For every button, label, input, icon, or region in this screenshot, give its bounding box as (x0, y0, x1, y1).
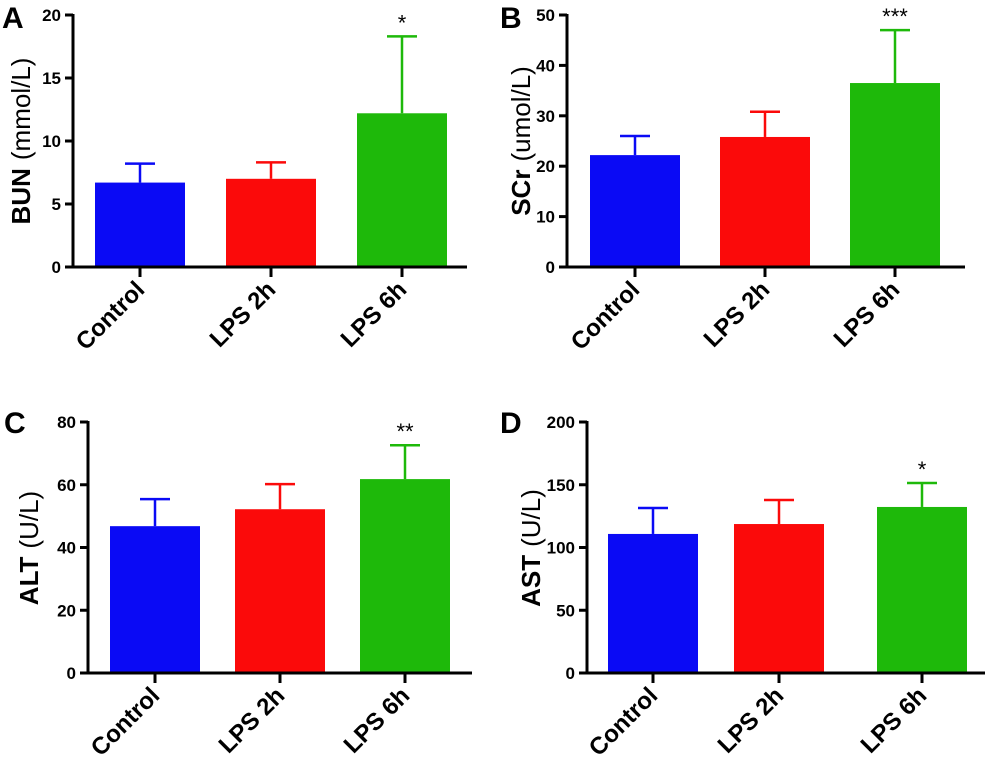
panel-D: D AST (U/L) Control LPS 2h * LPS 6h 0 50 100 150 20… (500, 407, 985, 762)
y-tick-label: 20 (42, 6, 61, 25)
x-tick-label: LPS 2h (205, 276, 282, 353)
y-axis-label: AST (U/L) (516, 489, 546, 607)
bar-lps-2h (720, 136, 810, 267)
y-tick-label: 0 (52, 258, 61, 277)
bar-lps-6h (360, 479, 450, 673)
y-axis-label: ALT (U/L) (14, 491, 44, 605)
y-tick-label: 150 (547, 476, 575, 495)
bar-lps-2h (734, 524, 824, 673)
panel-letter: C (4, 407, 26, 440)
significance-marker: ** (396, 419, 414, 444)
significance-marker: *** (882, 4, 908, 29)
y-tick-label: 0 (67, 664, 76, 683)
bar-lps-2h (226, 178, 316, 267)
y-axis-label-main: AST (516, 555, 546, 607)
y-tick-label: 0 (566, 664, 575, 683)
panel-letter: B (500, 2, 522, 35)
y-tick-label: 80 (57, 413, 76, 432)
x-tick-label: Control (566, 276, 645, 355)
y-axis-label: SCr (umol/L) (506, 66, 536, 216)
bar-lps-6h (850, 83, 940, 267)
x-tick-label: LPS 6h (336, 276, 413, 353)
y-tick-label: 5 (52, 195, 61, 214)
y-tick-label: 100 (547, 539, 575, 558)
bar-lps-6h (877, 506, 967, 673)
significance-marker: * (398, 10, 407, 35)
y-tick-label: 60 (57, 476, 76, 495)
bar-lps-6h (357, 113, 447, 267)
x-tick-label: LPS 2h (214, 682, 291, 759)
x-tick-label: LPS 6h (829, 276, 906, 353)
y-tick-label: 10 (536, 208, 555, 227)
panel-A: A BUN (mmol/L) Control LPS 2h * LPS 6h 0 5 10 15 20 (2, 2, 467, 356)
x-tick-label: LPS 6h (856, 682, 933, 759)
y-axis-label-unit: (umol/L) (506, 66, 536, 161)
y-axis-label-main: BUN (6, 168, 36, 224)
bar-control (608, 533, 698, 673)
x-tick-label: LPS 6h (339, 682, 416, 759)
bar-control (590, 155, 680, 267)
bar-lps-2h (235, 509, 325, 673)
y-axis-label: BUN (mmol/L) (6, 58, 36, 225)
y-tick-label: 40 (536, 56, 555, 75)
x-tick-label: LPS 2h (713, 682, 790, 759)
x-tick-label: Control (584, 682, 663, 761)
y-axis-label-main: ALT (14, 556, 44, 605)
significance-marker: * (918, 457, 927, 482)
y-axis-label-unit: (mmol/L) (6, 58, 36, 161)
y-axis-label-unit: (U/L) (14, 491, 44, 549)
panel-B: B SCr (umol/L) Control LPS 2h *** LPS 6h 0 10 20 3… (500, 2, 965, 356)
panel-C: C ALT (U/L) Control LPS 2h ** LPS 6h 0 20 40 60 80 (4, 407, 472, 762)
y-tick-label: 20 (57, 601, 76, 620)
y-tick-label: 200 (547, 413, 575, 432)
y-tick-label: 0 (546, 258, 555, 277)
y-tick-label: 50 (536, 6, 555, 25)
y-tick-label: 30 (536, 107, 555, 126)
x-tick-label: LPS 2h (699, 276, 776, 353)
y-axis-label-main: SCr (506, 170, 536, 216)
y-tick-label: 40 (57, 539, 76, 558)
y-tick-label: 50 (556, 601, 575, 620)
y-tick-label: 10 (42, 132, 61, 151)
x-tick-label: Control (86, 682, 165, 761)
y-axis-label-unit: (U/L) (516, 489, 546, 547)
bar-control (95, 182, 185, 267)
x-tick-label: Control (71, 276, 150, 355)
bar-control (110, 526, 200, 673)
y-tick-label: 15 (42, 69, 61, 88)
panel-letter: D (500, 407, 522, 440)
panel-letter: A (2, 2, 24, 35)
y-tick-label: 20 (536, 157, 555, 176)
